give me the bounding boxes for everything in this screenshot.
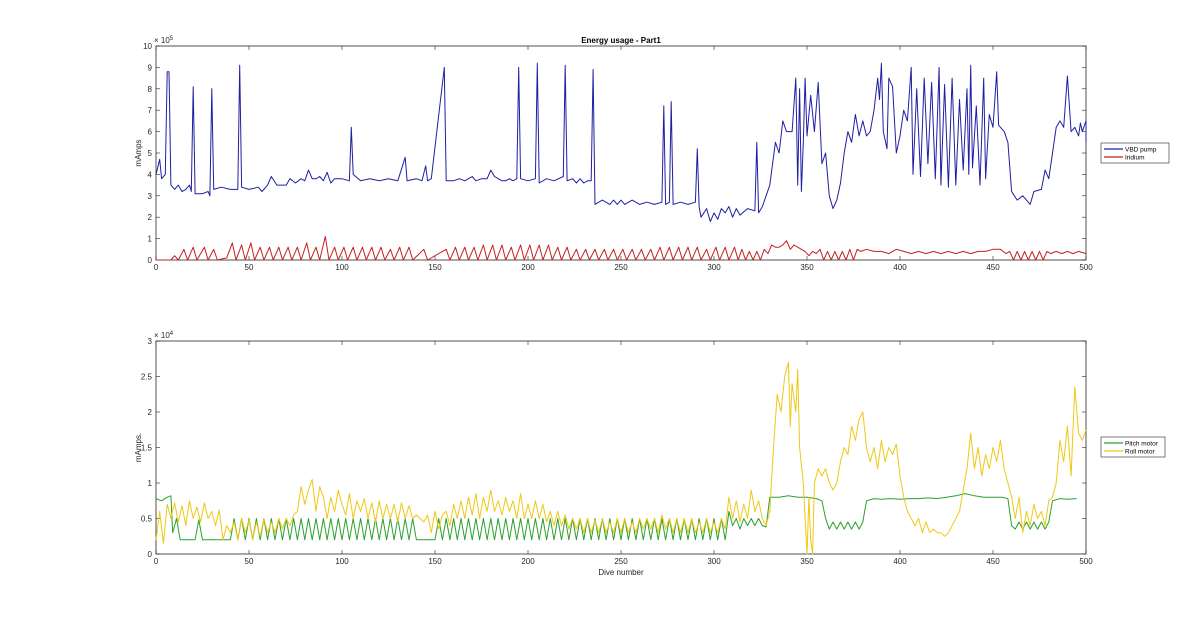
panel1-x-tick-label: 100 (335, 263, 349, 272)
panel2-x-tick-label: 250 (614, 557, 628, 566)
panel2-x-tick-label: 100 (335, 557, 349, 566)
panel2-x-tick-label: 500 (1079, 557, 1093, 566)
panel2-legend-label: Pitch motor (1125, 441, 1159, 448)
panel2-legend-box (1100, 436, 1166, 458)
panel1-chart-title: Energy usage - Part1 (581, 36, 661, 45)
panel1-y-tick-label: 9 (148, 63, 153, 72)
panel2-x-tick-label: 150 (428, 557, 442, 566)
panel2-x-axis-label: Dive number (598, 568, 644, 577)
panel1-x-tick-label: 500 (1079, 263, 1093, 272)
panel1-y-tick-label: 6 (148, 128, 153, 137)
panel2-y-tick-label: 3 (148, 337, 153, 346)
panel1-x-tick-label: 150 (428, 263, 442, 272)
panel1-y-tick-label: 4 (148, 170, 153, 179)
panel2-y-tick-label: 0 (148, 550, 153, 559)
panel2-y-axis-label: mAmps. (134, 433, 143, 462)
panel1-exponent-label: × 105 (154, 36, 174, 45)
panel2-x-tick-label: 350 (800, 557, 814, 566)
panel2-y-tick-label: 0.5 (141, 515, 153, 524)
panel1-legend-box (1100, 142, 1170, 164)
panel1-series-line-iridium (156, 236, 1087, 261)
panel2-y-tick-label: 2.5 (141, 373, 153, 382)
panel1-y-tick-label: 8 (148, 85, 153, 94)
panel1-x-tick-label: 450 (986, 263, 1000, 272)
panel2-x-tick-label: 400 (893, 557, 907, 566)
panel1-y-tick-label: 10 (143, 42, 152, 51)
panel2-x-tick-label: 200 (521, 557, 535, 566)
panel2-y-tick-label: 1 (148, 479, 153, 488)
panel2-axes-box (155, 340, 1087, 555)
panel1-x-tick-label: 350 (800, 263, 814, 272)
panel1-x-tick-label: 200 (521, 263, 535, 272)
panel1-series-line-vbd-pump (155, 62, 1087, 222)
panel2-x-tick-label: 50 (245, 557, 254, 566)
panel2-x-tick-label: 0 (154, 557, 159, 566)
panel1-y-axis-label: mAmps (134, 139, 143, 166)
panel1-x-tick-label: 250 (614, 263, 628, 272)
panel2-x-tick-label: 450 (986, 557, 1000, 566)
panel1-y-tick-label: 1 (148, 235, 153, 244)
panel1-axes-box (155, 45, 1087, 261)
panel1-y-tick-label: 5 (148, 149, 153, 158)
panel2-x-tick-label: 300 (707, 557, 721, 566)
panel2-legend-label: Roll motor (1125, 449, 1155, 456)
panel1-legend-label: Iridium (1125, 155, 1145, 162)
panel1-y-tick-label: 0 (148, 256, 153, 265)
panel1-legend-label: VBD pump (1125, 147, 1157, 154)
panel1-y-tick-label: 2 (148, 213, 153, 222)
panel1-x-tick-label: 400 (893, 263, 907, 272)
panel2-exponent-label: × 104 (154, 331, 174, 340)
panel2-y-tick-label: 1.5 (141, 444, 153, 453)
panel1-y-tick-label: 3 (148, 192, 153, 201)
panel2-series-line-roll-motor (155, 361, 1087, 555)
panel2-y-tick-label: 2 (148, 408, 153, 417)
panel1-y-tick-label: 7 (148, 106, 153, 115)
panel1-x-tick-label: 50 (245, 263, 254, 272)
panel1-x-tick-label: 300 (707, 263, 721, 272)
panel1-x-tick-label: 0 (154, 263, 159, 272)
